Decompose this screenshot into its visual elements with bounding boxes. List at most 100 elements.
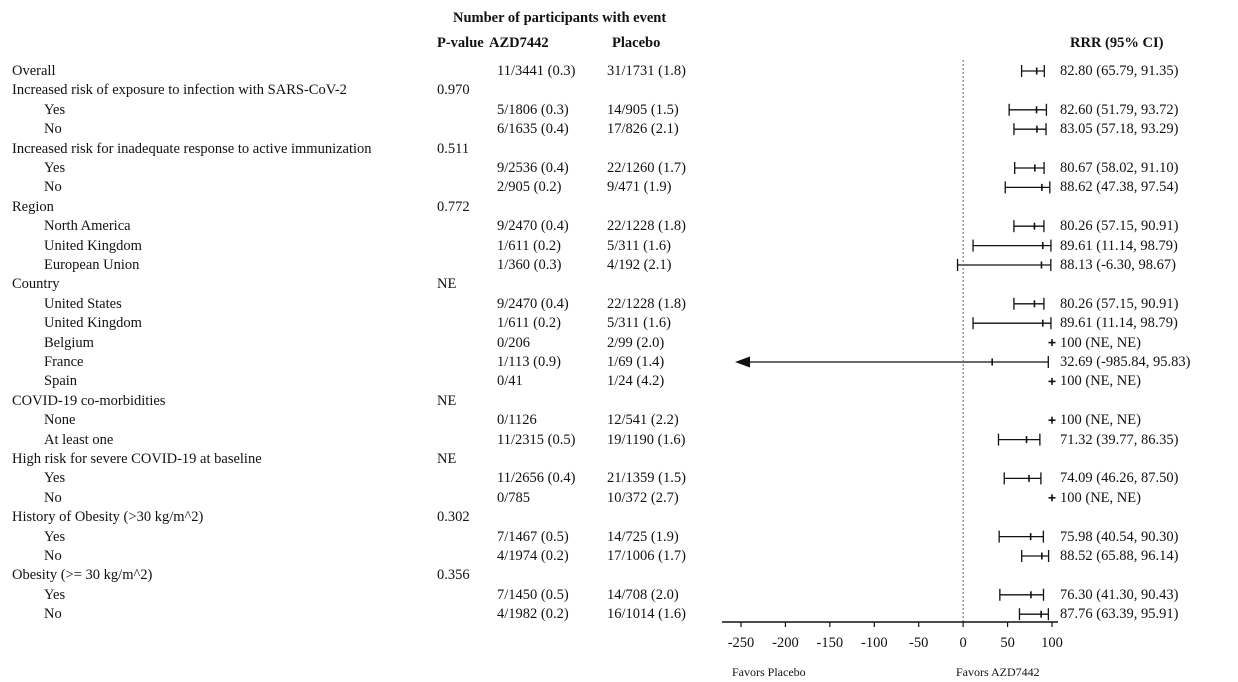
p-value: 0.970 bbox=[437, 82, 470, 99]
placebo-count: 9/471 (1.9) bbox=[607, 179, 672, 196]
pvalue-header: P-value bbox=[437, 35, 484, 51]
x-tick-label: -100 bbox=[861, 635, 888, 651]
azd-count: 1/360 (0.3) bbox=[497, 257, 562, 273]
x-tick-label: -200 bbox=[772, 635, 799, 651]
subgroup-label: United States bbox=[44, 295, 122, 312]
group-label: Region bbox=[12, 198, 54, 215]
rrr-value: 100 (NE, NE) bbox=[1060, 373, 1141, 390]
x-tick-label: 100 bbox=[1041, 635, 1063, 651]
rrr-value: 74.09 (46.26, 87.50) bbox=[1060, 470, 1179, 487]
subgroup-label: None bbox=[44, 412, 76, 429]
azd-count: 7/1450 (0.5) bbox=[497, 586, 569, 603]
x-tick-label: 50 bbox=[1000, 635, 1015, 651]
subgroup-label: Yes bbox=[44, 470, 66, 487]
placebo-count: 5/311 (1.6) bbox=[607, 315, 671, 332]
x-tick-label: -50 bbox=[909, 635, 928, 651]
favors-placebo-label: Favors Placebo bbox=[732, 665, 806, 679]
placebo-count: 19/1190 (1.6) bbox=[607, 431, 686, 448]
placebo-count: 2/99 (2.0) bbox=[607, 334, 665, 351]
azd-count: 11/2315 (0.5) bbox=[497, 431, 576, 448]
group-label: Overall bbox=[12, 63, 56, 79]
placebo-count: 1/69 (1.4) bbox=[607, 354, 665, 370]
p-value: 0.511 bbox=[437, 140, 470, 157]
subgroup-label: Spain bbox=[44, 373, 78, 390]
azd-count: 1/113 (0.9) bbox=[497, 354, 561, 370]
placebo-count: 10/372 (2.7) bbox=[607, 489, 679, 506]
rrr-value: 89.61 (11.14, 98.79) bbox=[1060, 315, 1178, 332]
placebo-header: Placebo bbox=[612, 35, 661, 51]
subgroup-label: No bbox=[44, 606, 62, 623]
azd-count: 7/1467 (0.5) bbox=[497, 528, 569, 545]
rrr-value: 88.52 (65.88, 96.14) bbox=[1060, 548, 1179, 564]
placebo-count: 14/905 (1.5) bbox=[607, 101, 679, 118]
subgroup-label: Yes bbox=[44, 160, 66, 176]
azd-count: 4/1982 (0.2) bbox=[497, 606, 569, 623]
subgroup-label: Yes bbox=[44, 528, 66, 545]
subgroup-label: Yes bbox=[44, 586, 66, 603]
azd-count: 5/1806 (0.3) bbox=[497, 101, 569, 118]
placebo-count: 22/1260 (1.7) bbox=[607, 160, 686, 176]
placebo-count: 5/311 (1.6) bbox=[607, 237, 671, 254]
placebo-count: 12/541 (2.2) bbox=[607, 412, 679, 429]
p-value: 0.356 bbox=[437, 567, 470, 584]
p-value: NE bbox=[437, 451, 457, 467]
placebo-count: 17/826 (2.1) bbox=[607, 121, 679, 138]
rrr-value: 100 (NE, NE) bbox=[1060, 334, 1141, 351]
rrr-value: 89.61 (11.14, 98.79) bbox=[1060, 237, 1178, 254]
azd-count: 9/2536 (0.4) bbox=[497, 160, 569, 176]
azd-count: 4/1974 (0.2) bbox=[497, 548, 569, 564]
rrr-value: 83.05 (57.18, 93.29) bbox=[1060, 121, 1179, 138]
subgroup-label: At least one bbox=[44, 431, 114, 448]
ci-arrow bbox=[735, 356, 750, 368]
azd-count: 0/41 bbox=[497, 373, 523, 390]
rrr-value: 100 (NE, NE) bbox=[1060, 412, 1141, 429]
group-label: COVID-19 co-morbidities bbox=[12, 392, 166, 409]
placebo-count: 31/1731 (1.8) bbox=[607, 63, 686, 79]
azd-count: 0/1126 bbox=[497, 412, 537, 429]
placebo-count: 17/1006 (1.7) bbox=[607, 548, 686, 564]
rrr-value: 71.32 (39.77, 86.35) bbox=[1060, 431, 1179, 448]
rrr-value: 88.62 (47.38, 97.54) bbox=[1060, 179, 1179, 196]
placebo-count: 16/1014 (1.6) bbox=[607, 606, 686, 623]
x-tick-label: 0 bbox=[960, 635, 967, 651]
azd-count: 9/2470 (0.4) bbox=[497, 295, 569, 312]
subgroup-label: United Kingdom bbox=[44, 237, 142, 254]
subgroup-label: France bbox=[44, 354, 84, 370]
rrr-value: 87.76 (63.39, 95.91) bbox=[1060, 606, 1179, 623]
participants-header: Number of participants with event bbox=[453, 10, 667, 26]
azd-count: 0/785 bbox=[497, 489, 531, 506]
rrr-value: 80.67 (58.02, 91.10) bbox=[1060, 160, 1179, 176]
subgroup-label: No bbox=[44, 548, 62, 564]
azd-count: 1/611 (0.2) bbox=[497, 315, 561, 332]
azd-count: 11/3441 (0.3) bbox=[497, 63, 576, 79]
favors-azd-label: Favors AZD7442 bbox=[956, 665, 1040, 679]
subgroup-label: No bbox=[44, 489, 62, 506]
p-value: 0.772 bbox=[437, 198, 470, 215]
placebo-count: 4/192 (2.1) bbox=[607, 257, 672, 273]
azd-count: 0/206 bbox=[497, 334, 531, 351]
azd-header: AZD7442 bbox=[489, 35, 549, 51]
placebo-count: 21/1359 (1.5) bbox=[607, 470, 686, 487]
rrr-value: 75.98 (40.54, 90.30) bbox=[1060, 528, 1179, 545]
subgroup-label: No bbox=[44, 121, 62, 138]
subgroup-label: Belgium bbox=[44, 334, 94, 351]
placebo-count: 22/1228 (1.8) bbox=[607, 295, 686, 312]
azd-count: 6/1635 (0.4) bbox=[497, 121, 569, 138]
rrr-value: 88.13 (-6.30, 98.67) bbox=[1060, 257, 1176, 273]
placebo-count: 22/1228 (1.8) bbox=[607, 218, 686, 235]
group-label: Increased risk for inadequate response t… bbox=[12, 140, 372, 157]
rrr-value: 80.26 (57.15, 90.91) bbox=[1060, 295, 1179, 312]
placebo-count: 1/24 (4.2) bbox=[607, 373, 665, 390]
rrr-value: 82.60 (51.79, 93.72) bbox=[1060, 101, 1179, 118]
group-label: Increased risk of exposure to infection … bbox=[12, 82, 347, 99]
group-label: High risk for severe COVID-19 at baselin… bbox=[12, 451, 262, 467]
placebo-count: 14/725 (1.9) bbox=[607, 528, 679, 545]
subgroup-label: United Kingdom bbox=[44, 315, 142, 332]
rrr-header: RRR (95% CI) bbox=[1070, 35, 1164, 51]
subgroup-label: European Union bbox=[44, 257, 140, 273]
rrr-value: 32.69 (-985.84, 95.83) bbox=[1060, 354, 1191, 370]
azd-count: 2/905 (0.2) bbox=[497, 179, 562, 196]
azd-count: 1/611 (0.2) bbox=[497, 237, 561, 254]
azd-count: 11/2656 (0.4) bbox=[497, 470, 576, 487]
